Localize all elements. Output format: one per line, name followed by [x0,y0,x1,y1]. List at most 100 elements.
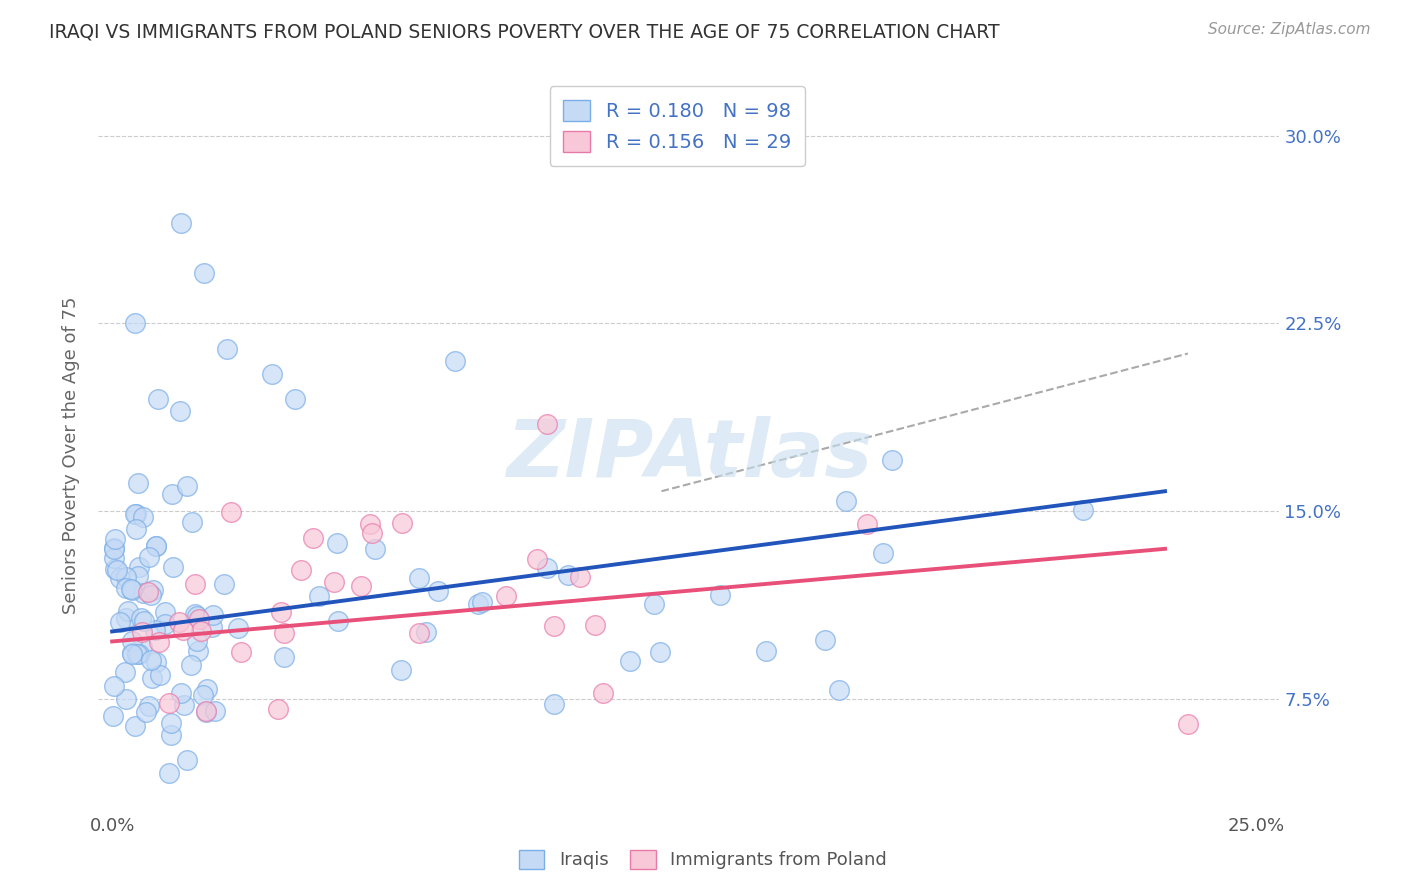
Point [127,475,149,490]
Point [557,567,579,582]
Point [114,665,136,679]
Point [195,681,218,696]
Point [181,515,204,529]
Point [828,683,851,698]
Point [219,505,242,519]
Point [328,614,350,628]
Point [120,582,142,596]
Text: Source: ZipAtlas.com: Source: ZipAtlas.com [1208,22,1371,37]
Point [408,571,430,585]
Point [167,615,190,630]
Point [176,479,198,493]
Point [157,766,180,780]
Legend: R = 0.180   N = 98, R = 0.156   N = 29: R = 0.180 N = 98, R = 0.156 N = 29 [550,87,804,166]
Point [143,623,166,637]
Point [543,619,565,633]
Point [172,623,194,637]
Point [108,571,131,585]
Point [115,692,138,706]
Point [226,621,249,635]
Point [125,522,148,536]
Point [444,354,467,368]
Point [145,655,167,669]
Point [212,577,235,591]
Point [467,597,489,611]
Point [186,609,208,624]
Point [103,679,125,693]
Point [361,526,384,541]
Point [1071,503,1094,517]
Point [176,753,198,767]
Point [155,605,177,619]
Text: ZIPAtlas: ZIPAtlas [506,416,872,494]
Point [160,728,183,742]
Point [204,704,226,718]
Point [103,542,125,557]
Point [136,585,159,599]
Point [117,604,139,618]
Point [187,644,209,658]
Point [127,648,149,662]
Point [142,582,165,597]
Point [415,625,437,640]
Point [135,706,157,720]
Point [308,589,330,603]
Point [536,417,558,431]
Point [267,702,290,716]
Point [160,486,183,500]
Point [132,510,155,524]
Point [115,610,138,624]
Point [814,632,837,647]
Point [121,647,143,661]
Point [408,626,430,640]
Point [173,698,195,713]
Point [188,611,211,625]
Point [127,569,149,583]
Point [128,559,150,574]
Point [270,605,292,619]
Point [568,570,591,584]
Point [145,539,167,553]
Point [619,655,641,669]
Point [835,494,858,508]
Point [495,589,517,603]
Point [131,624,153,639]
Point [134,614,156,628]
Point [201,608,224,623]
Point [470,595,492,609]
Point [193,266,215,280]
Point [180,657,202,672]
Point [650,645,672,659]
Point [326,536,349,550]
Point [104,533,127,547]
Point [148,635,170,649]
Point [104,562,127,576]
Text: IRAQI VS IMMIGRANTS FROM POLAND SENIORS POVERTY OVER THE AGE OF 75 CORRELATION C: IRAQI VS IMMIGRANTS FROM POLAND SENIORS … [49,22,1000,41]
Point [162,559,184,574]
Point [184,577,207,591]
Point [138,550,160,565]
Point [536,561,558,575]
Point [169,404,191,418]
Point [124,317,146,331]
Point [526,552,548,566]
Point [190,624,212,638]
Point [273,625,295,640]
Point [427,584,450,599]
Point [170,686,193,700]
Point [157,696,180,710]
Point [131,640,153,654]
Point [543,698,565,712]
Point [108,615,131,629]
Point [149,668,172,682]
Point [105,563,128,577]
Point [195,706,218,720]
Point [141,671,163,685]
Point [155,616,177,631]
Point [880,453,903,467]
Point [215,342,238,356]
Point [114,570,136,584]
Point [391,516,413,530]
Point [290,563,312,577]
Point [128,647,150,661]
